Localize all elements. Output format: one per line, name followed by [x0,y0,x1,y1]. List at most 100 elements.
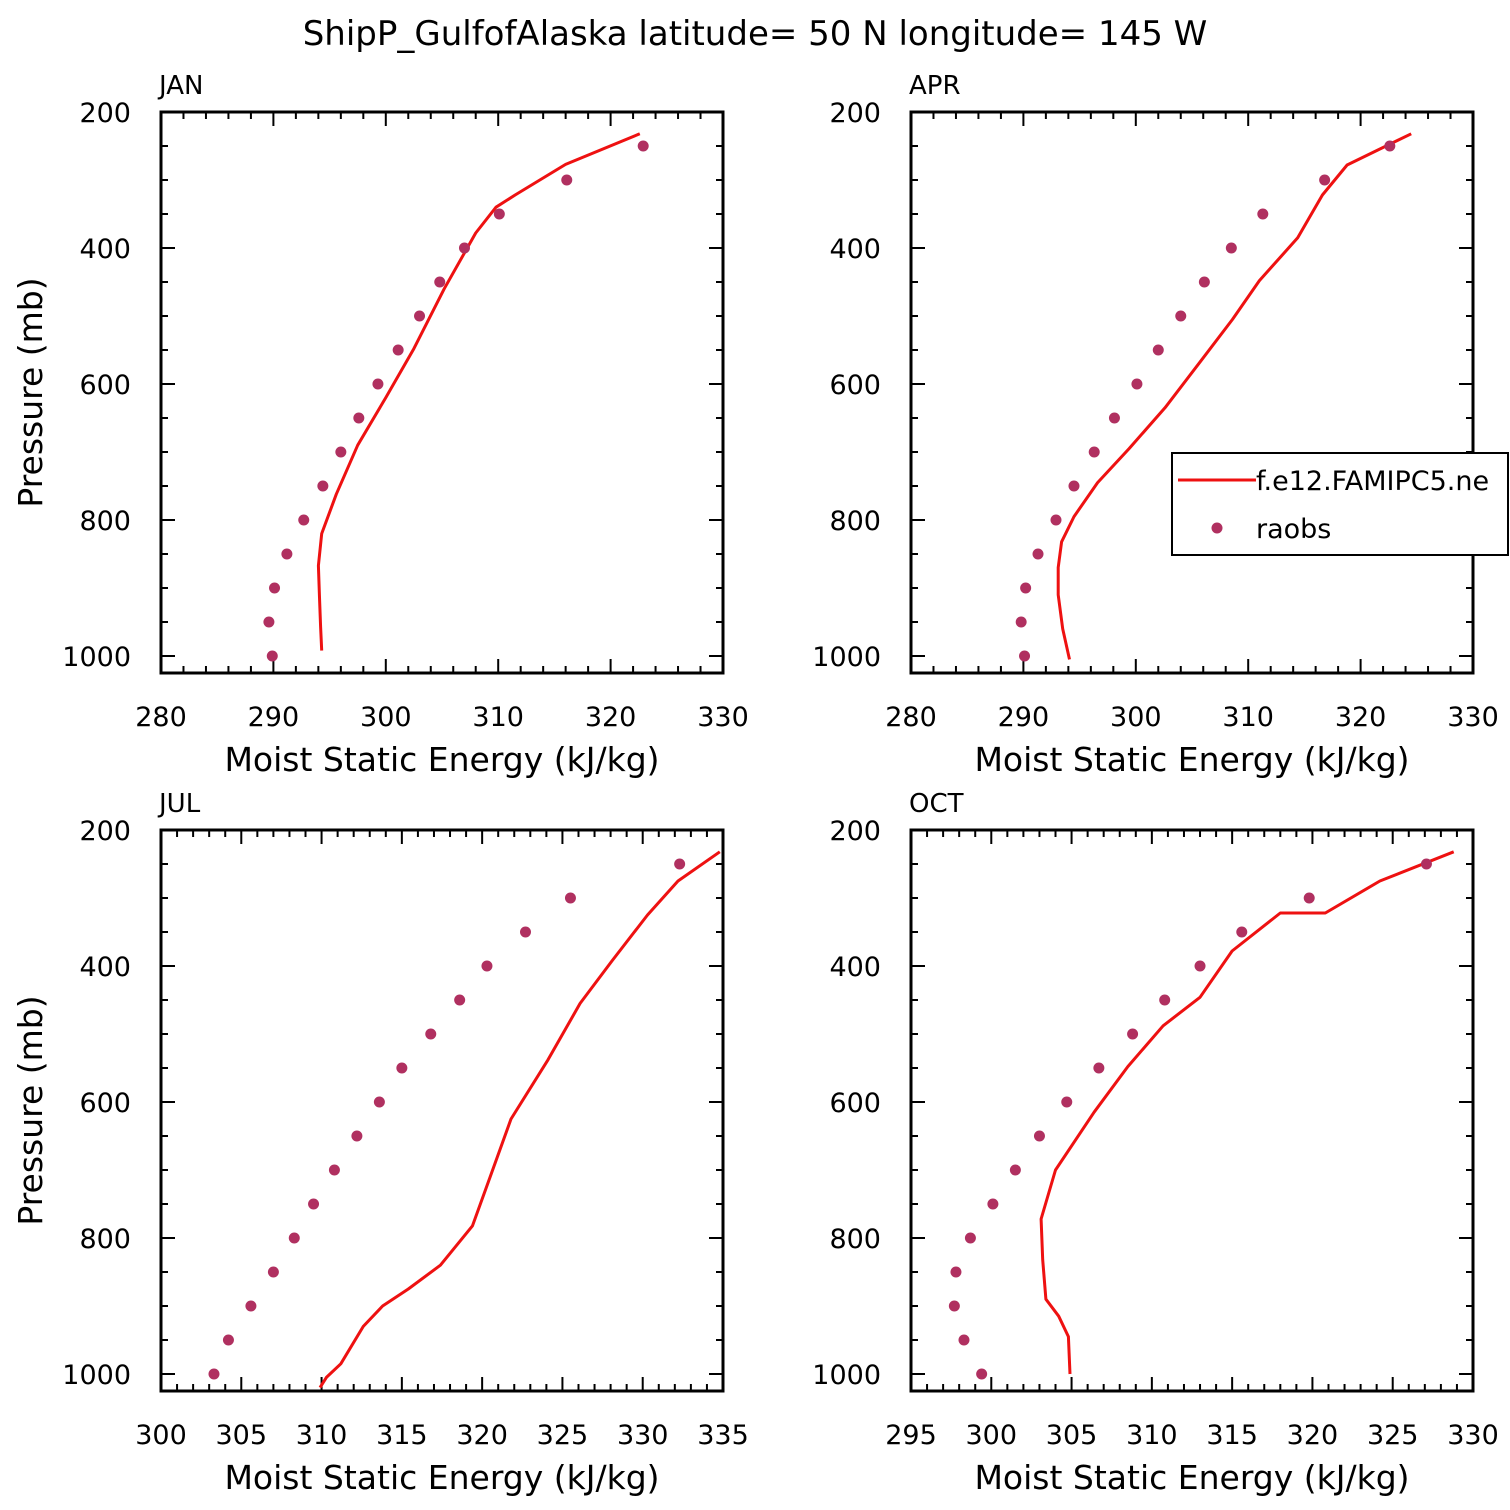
raobs-point [1303,892,1315,904]
y-tick-label: 800 [79,1224,131,1255]
x-tick-label: 300 [966,1420,1018,1451]
x-tick-label: 305 [1046,1420,1098,1451]
x-tick-label: 300 [135,1420,187,1451]
y-axis-label: Pressure (mb) [11,995,50,1225]
y-tick-label: 1000 [812,642,881,673]
x-tick-label: 305 [216,1420,268,1451]
raobs-point [1194,960,1206,972]
x-tick-label: 290 [998,702,1050,733]
raobs-point [372,378,384,390]
panel-oct: 295 300 305 310 315 320 325 330 200 400 600 800 1000… [812,789,1498,1497]
plot-frame [159,110,725,675]
x-tick-label: 280 [135,702,187,733]
x-axis-label: Moist Static Energy (kJ/kg) [974,740,1409,779]
raobs-point [950,1266,962,1278]
x-tick-label: 320 [456,1420,508,1451]
y-tick-label: 200 [829,98,881,129]
x-tick-label: 290 [248,702,300,733]
x-axis-label: Moist Static Energy (kJ/kg) [224,740,659,779]
raobs-point [561,174,573,186]
x-axis-label: Moist Static Energy (kJ/kg) [974,1458,1409,1497]
y-tick-label: 1000 [62,1360,131,1391]
y-tick-label: 200 [79,816,131,847]
raobs-point [208,1368,220,1380]
legend: f.e12.FAMIPC5.ne raobs [1171,452,1509,556]
x-tick-label: 280 [885,702,937,733]
x-tick-label: 300 [360,702,412,733]
x-tick-label: 300 [1110,702,1162,733]
x-tick-label: 335 [697,1420,749,1451]
legend-label: f.e12.FAMIPC5.ne [1256,466,1489,497]
raobs-point [1420,858,1432,870]
x-tick-label: 330 [697,702,749,733]
raobs-point [353,412,365,424]
x-tick-label: 310 [296,1420,348,1451]
y-tick-label: 200 [829,816,881,847]
raobs-point [964,1232,976,1244]
raobs-point [1236,926,1248,938]
raobs-point [266,650,278,662]
x-tick-label: 315 [1206,1420,1258,1451]
raobs-point [281,548,293,560]
raobs-point [1015,616,1027,628]
y-tick-label: 400 [829,234,881,265]
panel-label: JUL [157,789,201,819]
x-tick-label: 330 [1447,702,1499,733]
y-tick-label: 400 [79,234,131,265]
raobs-point [373,1096,385,1108]
model-series-line [1039,850,1455,1375]
raobs-point [519,926,531,938]
x-tick-label: 315 [376,1420,428,1451]
y-axis-label: Pressure (mb) [11,277,50,507]
raobs-point [493,208,505,220]
raobs-point [1198,276,1210,288]
raobs-point [674,858,686,870]
x-tick-label: 325 [1367,1420,1419,1451]
raobs-point [1319,174,1331,186]
raobs-point [958,1334,970,1346]
raobs-point [269,582,281,594]
y-tick-label: 800 [829,1224,881,1255]
raobs-point [328,1164,340,1176]
y-tick-label: 1000 [812,1360,881,1391]
model-series-line [1056,132,1412,660]
raobs-point [1159,994,1171,1006]
y-tick-label: 200 [79,98,131,129]
x-tick-label: 320 [1335,702,1387,733]
raobs-point [1225,242,1237,254]
raobs-point [288,1232,300,1244]
x-tick-label: 320 [585,702,637,733]
panels-group: 280 290 300 310 320 330 200 400 600 800 1000 JAN Moi… [11,71,1499,1497]
raobs-point [1050,514,1062,526]
panel-label: JAN [157,71,203,101]
plot-frame [909,828,1475,1393]
model-series-line [318,850,721,1389]
raobs-point [1061,1096,1073,1108]
x-tick-label: 310 [1222,702,1274,733]
x-tick-label: 310 [1126,1420,1178,1451]
raobs-point [414,310,426,322]
plot-frame [159,828,725,1393]
raobs-point [317,480,329,492]
legend-label: raobs [1256,514,1331,545]
raobs-point [454,994,466,1006]
panel-label: OCT [909,789,964,819]
x-tick-label: 325 [537,1420,589,1451]
raobs-point [1093,1062,1105,1074]
x-tick-label: 320 [1287,1420,1339,1451]
raobs-point [1257,208,1269,220]
legend-marker-swatch [1211,522,1223,534]
raobs-point [1152,344,1164,356]
raobs-point [458,242,470,254]
y-tick-label: 600 [79,370,131,401]
raobs-point [396,1062,408,1074]
raobs-point [1384,140,1396,152]
y-tick-label: 1000 [62,642,131,673]
y-tick-label: 400 [79,952,131,983]
x-tick-label: 330 [1447,1420,1499,1451]
raobs-point [1131,378,1143,390]
raobs-point [425,1028,437,1040]
raobs-point [1033,1130,1045,1142]
raobs-point [564,892,576,904]
raobs-point [1032,548,1044,560]
